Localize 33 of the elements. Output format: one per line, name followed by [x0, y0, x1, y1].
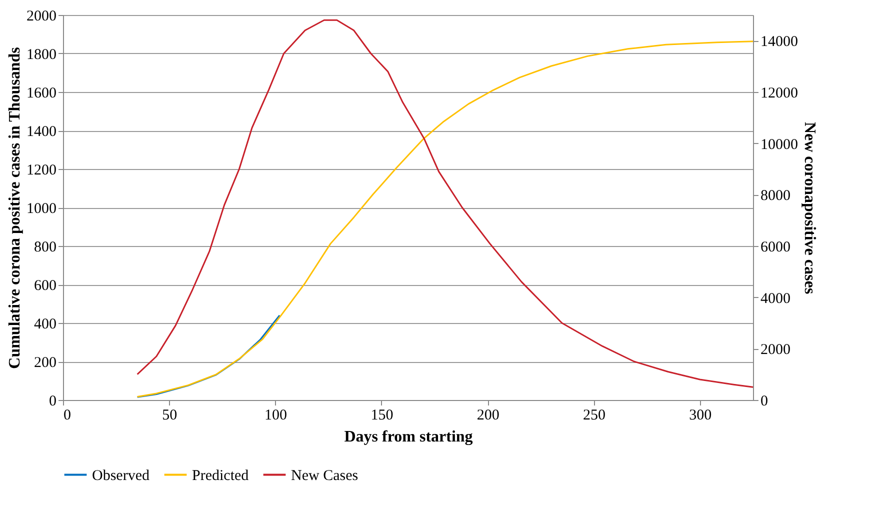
legend-label: Predicted [192, 468, 250, 484]
y2-tick-label: 4000 [760, 290, 790, 307]
y2-tick-label: 2000 [760, 342, 790, 358]
x-tick-label: 300 [689, 408, 712, 424]
y-axis-title: Cumulative corona positive cases in Thousands [6, 47, 24, 369]
x-tick-label: 150 [370, 408, 394, 424]
y-tick-label: 400 [34, 316, 56, 332]
y2-tick-label: 12000 [760, 86, 798, 102]
y-tick-label: 2000 [26, 8, 56, 24]
x-tick-label: 0 [64, 408, 71, 424]
y-tick-label: 600 [34, 278, 56, 294]
y2-tick-label: 10000 [760, 136, 798, 153]
y2-axis-title: New coronapositive cases [801, 122, 818, 294]
y2-tick-label: 14000 [760, 34, 798, 50]
y2-tick-label: 8000 [760, 188, 790, 204]
legend-label: Observed [92, 468, 150, 484]
x-tick-label: 100 [264, 408, 288, 424]
y-tick-label: 1800 [26, 47, 56, 63]
x-tick-label: 50 [162, 408, 178, 424]
y-tick-label: 1400 [26, 124, 56, 140]
line-series [136, 314, 280, 398]
y-tick-label: 1200 [26, 162, 56, 178]
x-axis-title: Days from starting [344, 428, 473, 446]
y2-tick-label: 0 [760, 394, 768, 410]
y-tick-label: 0 [49, 394, 56, 410]
x-tick-label: 250 [583, 408, 606, 424]
y2-tick-label: 6000 [760, 240, 790, 256]
y-tick-label: 1600 [26, 86, 56, 102]
y-tick-label: 1000 [26, 201, 56, 217]
legend-label: New Cases [291, 468, 358, 484]
y-tick-label: 200 [34, 355, 56, 371]
x-tick-label: 200 [476, 408, 500, 424]
y-tick-label: 800 [34, 240, 56, 256]
